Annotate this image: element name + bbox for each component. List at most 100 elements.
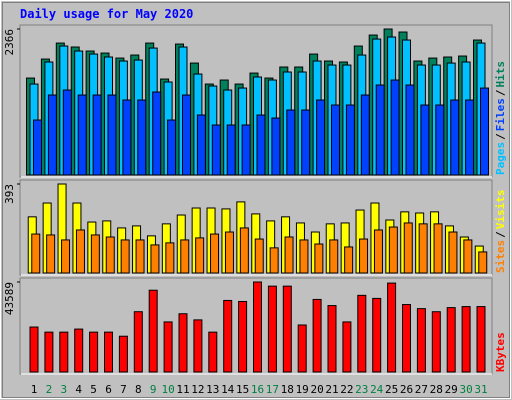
- bar: [77, 94, 87, 176]
- x-tick-label: 8: [135, 383, 142, 396]
- bar: [133, 311, 143, 373]
- x-tick-label: 3: [60, 383, 67, 396]
- bar: [357, 294, 367, 373]
- x-tick-label: 1: [31, 383, 38, 396]
- bar: [312, 298, 322, 373]
- bar: [238, 300, 248, 373]
- bar: [208, 331, 218, 373]
- bar: [61, 239, 71, 274]
- bar: [167, 119, 177, 176]
- bar: [465, 99, 475, 176]
- bar: [253, 281, 262, 373]
- bar: [195, 237, 205, 274]
- x-tick-label: 26: [400, 383, 413, 396]
- bar: [59, 331, 69, 373]
- bar: [446, 307, 456, 373]
- bar: [478, 251, 488, 274]
- bar: [29, 326, 39, 373]
- bar: [375, 84, 385, 176]
- x-tick-label: 28: [430, 383, 443, 396]
- legend-separator: /: [494, 231, 507, 238]
- bar: [47, 94, 57, 176]
- bar: [152, 91, 162, 176]
- bar: [373, 229, 383, 274]
- bar: [284, 236, 294, 274]
- x-tick-label: 13: [206, 383, 219, 396]
- bar: [269, 247, 279, 274]
- bar: [239, 227, 249, 274]
- bar: [90, 234, 100, 274]
- x-tick-label: 11: [176, 383, 189, 396]
- x-tick-label: 31: [474, 383, 487, 396]
- bar: [122, 99, 132, 176]
- bar: [402, 304, 411, 373]
- x-tick-label: 29: [445, 383, 458, 396]
- legend-entry: KBytes: [494, 332, 507, 372]
- bar: [433, 223, 443, 274]
- legend-entry: Visits: [494, 190, 507, 230]
- legend: Pages/Files/Hits: [494, 61, 507, 175]
- x-tick-label: 12: [191, 383, 204, 396]
- x-tick-label: 22: [340, 383, 353, 396]
- x-tick-label: 27: [415, 383, 428, 396]
- legend-entry: Files: [494, 98, 507, 131]
- bar: [344, 246, 354, 274]
- bar: [297, 324, 307, 373]
- x-tick-label: 17: [266, 383, 279, 396]
- bar: [74, 328, 84, 373]
- bar: [148, 289, 158, 373]
- bar: [89, 331, 99, 373]
- x-tick-label: 25: [385, 383, 398, 396]
- legend-entry: Pages: [494, 142, 507, 175]
- bar: [118, 335, 128, 373]
- bar: [196, 114, 206, 176]
- legend-separator: /: [494, 89, 507, 96]
- bar: [450, 99, 460, 176]
- bar: [210, 233, 220, 274]
- bar: [360, 94, 370, 176]
- bar: [193, 319, 203, 373]
- x-tick-label: 7: [120, 383, 127, 396]
- bar: [286, 109, 296, 176]
- legend: KBytes: [494, 332, 507, 372]
- bar: [388, 226, 398, 274]
- x-tick-label: 19: [296, 383, 309, 396]
- bar: [163, 321, 173, 373]
- x-tick-label: 4: [75, 383, 82, 396]
- x-tick-label: 6: [105, 383, 112, 396]
- bar: [211, 124, 221, 176]
- bar: [282, 285, 292, 373]
- bar: [31, 233, 41, 274]
- bar: [180, 239, 190, 274]
- bar: [314, 243, 324, 274]
- x-tick-label: 2: [46, 383, 53, 396]
- bar: [448, 231, 458, 274]
- y-tick-label: 2366: [3, 29, 16, 56]
- bar: [137, 99, 147, 176]
- bar: [182, 94, 191, 176]
- bar: [301, 109, 311, 176]
- bar: [150, 244, 160, 274]
- x-tick-label: 5: [90, 383, 97, 396]
- bar: [359, 238, 369, 274]
- legend-separator: /: [494, 133, 507, 140]
- x-tick-label: 9: [150, 383, 157, 396]
- bar: [390, 79, 400, 176]
- x-tick-label: 10: [161, 383, 174, 396]
- legend-entry: Hits: [494, 61, 507, 88]
- bar: [178, 313, 188, 373]
- bar: [107, 94, 117, 176]
- x-tick-label: 23: [355, 383, 368, 396]
- bar: [416, 308, 426, 373]
- bar: [405, 84, 415, 176]
- bar: [420, 104, 430, 176]
- bar: [46, 234, 56, 274]
- bar: [271, 117, 281, 176]
- bar: [92, 94, 102, 176]
- bar: [387, 282, 397, 373]
- bar: [476, 306, 486, 373]
- bar: [342, 321, 352, 373]
- bar: [226, 124, 236, 176]
